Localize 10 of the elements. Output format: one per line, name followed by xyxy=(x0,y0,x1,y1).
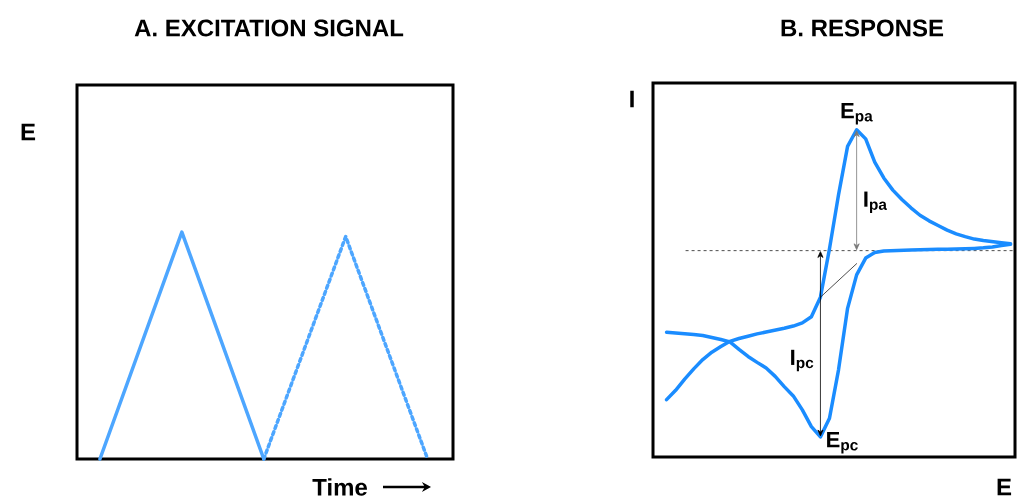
annotation: I$_{pc}$ xyxy=(791,349,814,372)
y-axis-title: I xyxy=(630,90,634,108)
x-axis-title: Time xyxy=(312,478,367,496)
annotation: E$_{pc}$ xyxy=(827,432,858,454)
chart-title: A. EXCITATION SIGNAL xyxy=(134,19,404,37)
annotation: I$_{pa}$ xyxy=(864,191,888,213)
chart-title: B. RESPONSE xyxy=(781,19,944,37)
text: E$_{pa}$ xyxy=(841,103,873,125)
x-axis-title: E xyxy=(997,478,1012,496)
y-axis-title: E xyxy=(21,123,36,141)
